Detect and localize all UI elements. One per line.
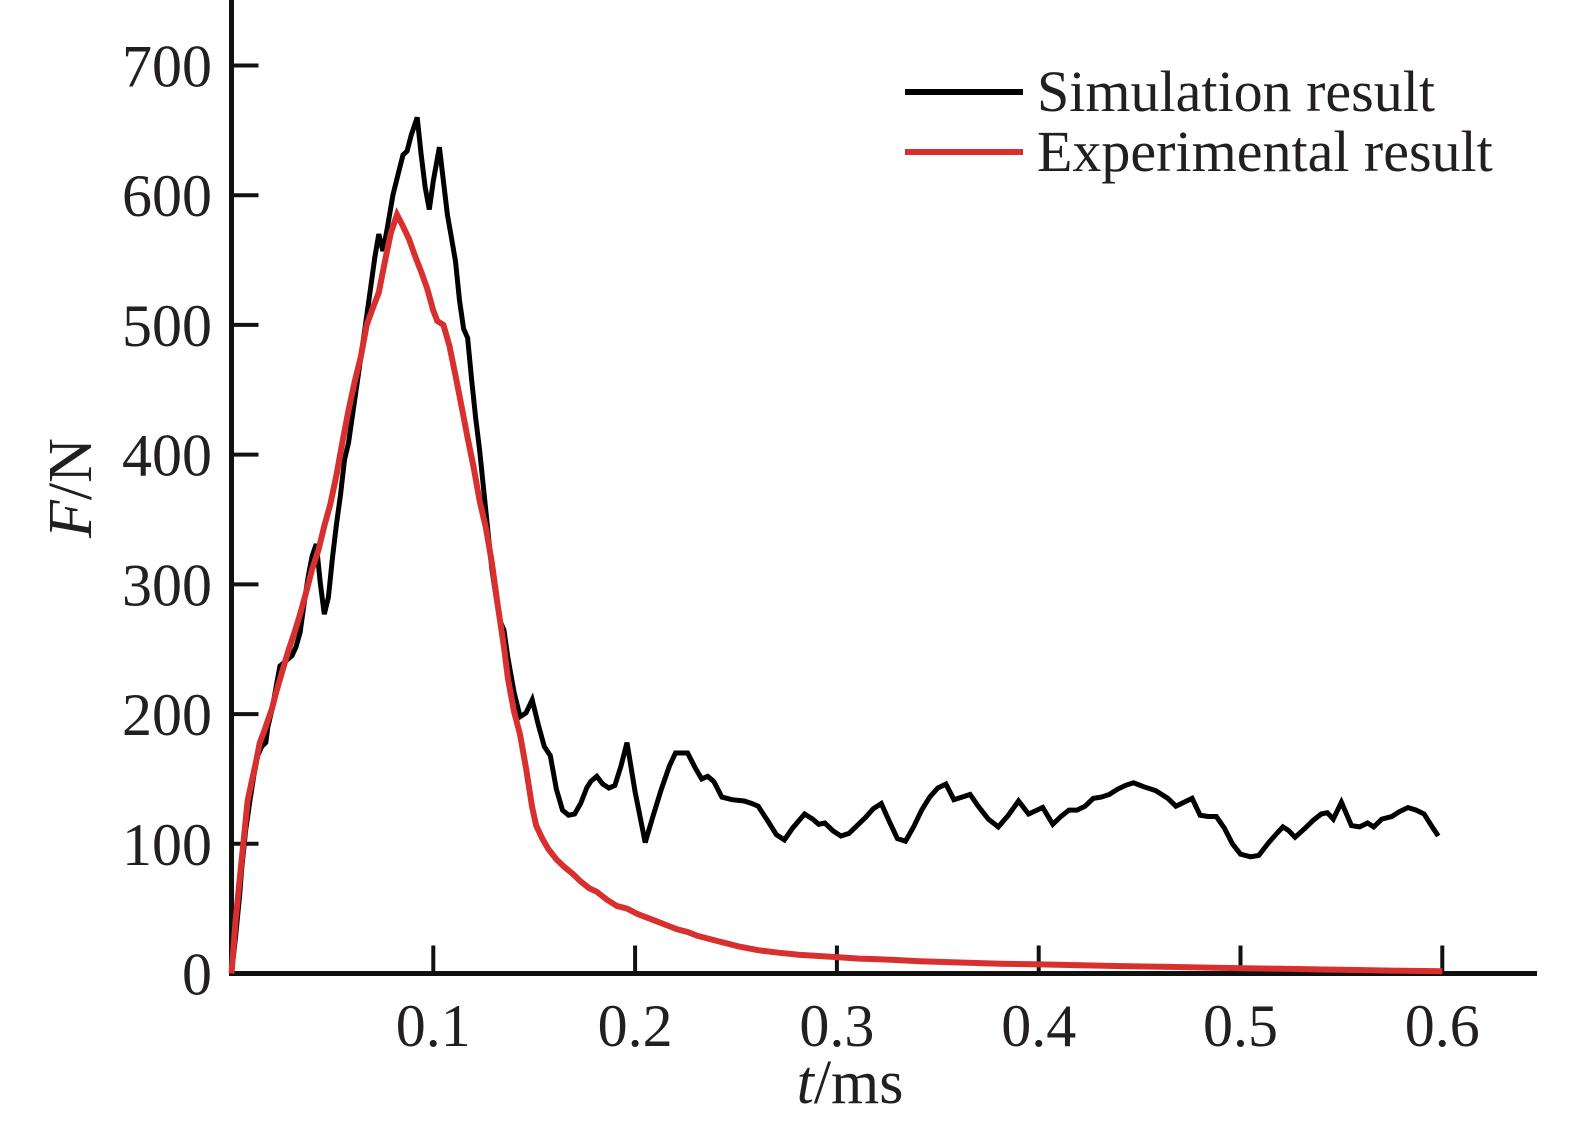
y-axis-title: F/N — [36, 383, 108, 593]
y-tick-label: 200 — [122, 682, 212, 748]
x-axis-title: t/ms — [750, 1048, 950, 1119]
x-tick-label: 0.1 — [396, 993, 471, 1059]
x-tick-label: 0.4 — [1001, 993, 1076, 1059]
y-tick-label: 300 — [122, 552, 212, 618]
y-tick-label: 400 — [122, 423, 212, 489]
y-tick-label: 700 — [122, 34, 212, 100]
x-tick-label: 0.3 — [799, 993, 874, 1059]
series-group — [228, 116, 1443, 975]
y-tick-label: 500 — [122, 293, 212, 359]
experimental-result-curve — [228, 207, 1443, 975]
legend-item-simulation: Simulation result — [905, 62, 1435, 122]
x-axis-variable: t — [796, 1049, 814, 1117]
y-tick-label: 0 — [182, 942, 212, 1008]
legend-item-experimental: Experimental result — [905, 122, 1493, 182]
legend-label-experimental: Experimental result — [1037, 119, 1493, 184]
x-axis-unit: /ms — [813, 1049, 904, 1117]
simulation-result-curve — [229, 116, 1441, 974]
x-tick-label: 0.2 — [598, 993, 673, 1059]
y-tick-label: 600 — [122, 163, 212, 229]
x-tick-label: 0.6 — [1405, 993, 1480, 1059]
legend-label-simulation: Simulation result — [1037, 59, 1435, 124]
y-tick-label: 100 — [122, 812, 212, 878]
y-axis-unit: /N — [37, 438, 105, 501]
x-tick-label: 0.5 — [1203, 993, 1278, 1059]
y-axis-variable: F — [37, 500, 105, 538]
axes-group: 0 100 200 300 400 500 600 700 0.1 0.2 0.3 0.4 0.5 0.6 — [122, 0, 1537, 1059]
simulation-line-swatch — [905, 89, 1023, 95]
experimental-line-swatch — [905, 149, 1023, 155]
